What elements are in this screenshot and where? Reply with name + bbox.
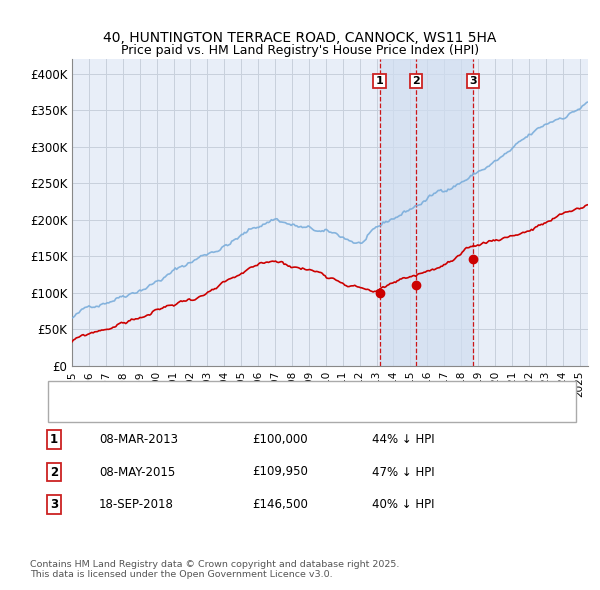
Text: 2: 2 xyxy=(412,76,420,86)
Text: £146,500: £146,500 xyxy=(252,498,308,511)
Text: 40, HUNTINGTON TERRACE ROAD, CANNOCK, WS11 5HA (detached house): 40, HUNTINGTON TERRACE ROAD, CANNOCK, WS… xyxy=(87,387,476,397)
Text: 40% ↓ HPI: 40% ↓ HPI xyxy=(372,498,434,511)
Text: 2: 2 xyxy=(50,466,58,478)
Text: £100,000: £100,000 xyxy=(252,433,308,446)
Text: HPI: Average price, detached house, Cannock Chase: HPI: Average price, detached house, Cann… xyxy=(87,405,361,415)
Text: 44% ↓ HPI: 44% ↓ HPI xyxy=(372,433,434,446)
Text: £109,950: £109,950 xyxy=(252,466,308,478)
Text: Contains HM Land Registry data © Crown copyright and database right 2025.
This d: Contains HM Land Registry data © Crown c… xyxy=(30,560,400,579)
Text: 3: 3 xyxy=(469,76,477,86)
Text: Price paid vs. HM Land Registry's House Price Index (HPI): Price paid vs. HM Land Registry's House … xyxy=(121,44,479,57)
Text: 3: 3 xyxy=(50,498,58,511)
Text: 40, HUNTINGTON TERRACE ROAD, CANNOCK, WS11 5HA: 40, HUNTINGTON TERRACE ROAD, CANNOCK, WS… xyxy=(103,31,497,45)
Text: 08-MAR-2013: 08-MAR-2013 xyxy=(99,433,178,446)
Text: 47% ↓ HPI: 47% ↓ HPI xyxy=(372,466,434,478)
Text: 1: 1 xyxy=(50,433,58,446)
Bar xyxy=(380,59,473,366)
Text: 18-SEP-2018: 18-SEP-2018 xyxy=(99,498,174,511)
Text: 1: 1 xyxy=(376,76,383,86)
Text: 08-MAY-2015: 08-MAY-2015 xyxy=(99,466,175,478)
